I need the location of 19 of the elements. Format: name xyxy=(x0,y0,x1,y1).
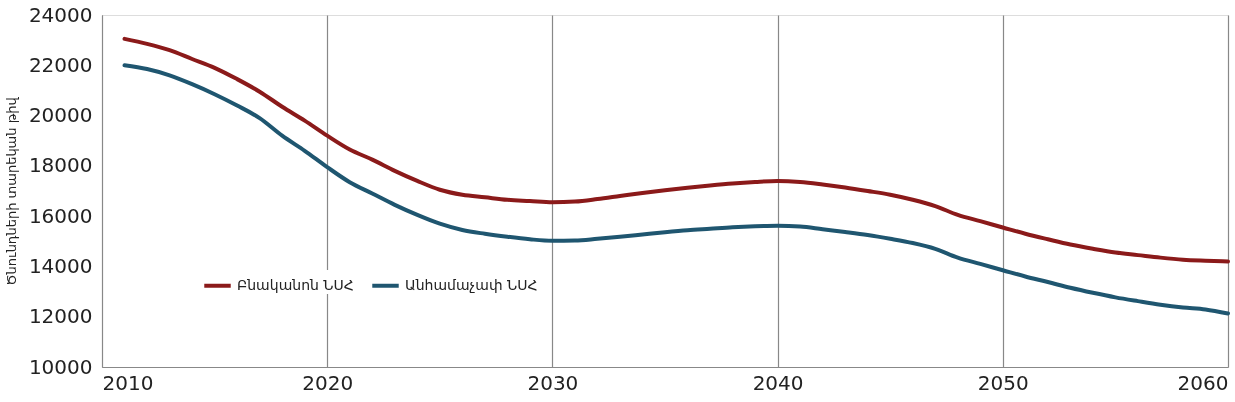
y-tick-label: 12000 xyxy=(28,304,93,329)
x-tick-label: 2040 xyxy=(752,370,804,395)
x-tick-label: 2030 xyxy=(527,370,579,395)
line-series xyxy=(122,63,1230,316)
y-tick-label: 18000 xyxy=(28,153,93,178)
y-tick-label: 24000 xyxy=(28,2,93,27)
y-tick-label: 16000 xyxy=(28,203,93,228)
x-tick-label: 2020 xyxy=(302,370,354,395)
x-tick-label: 2010 xyxy=(102,370,154,395)
legend-label: Անհամաչափ ՆՍՀ xyxy=(405,276,538,293)
y-axis-title: Ծնունդների տարեկան թիվ xyxy=(3,96,19,286)
line-series xyxy=(122,36,1230,264)
y-tick-label: 20000 xyxy=(28,103,93,128)
x-tick-label: 2060 xyxy=(1177,370,1229,395)
y-tick-label: 14000 xyxy=(28,253,93,278)
y-tick-label: 10000 xyxy=(28,354,93,379)
y-tick-label: 22000 xyxy=(28,52,93,77)
legend-label: Բնականոն ՆՍՀ xyxy=(237,276,354,293)
x-tick-label: 2050 xyxy=(977,370,1029,395)
